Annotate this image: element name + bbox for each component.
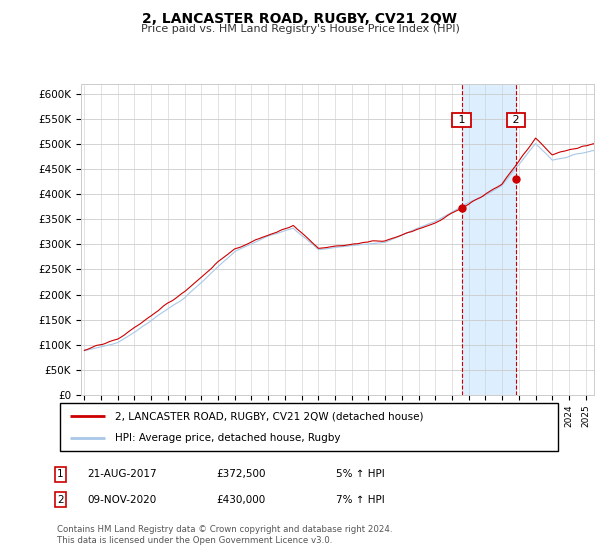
- Text: 09-NOV-2020: 09-NOV-2020: [87, 494, 156, 505]
- Text: 21-AUG-2017: 21-AUG-2017: [87, 469, 157, 479]
- Text: 1: 1: [455, 115, 469, 125]
- Text: 2, LANCASTER ROAD, RUGBY, CV21 2QW (detached house): 2, LANCASTER ROAD, RUGBY, CV21 2QW (deta…: [115, 411, 423, 421]
- Text: 2, LANCASTER ROAD, RUGBY, CV21 2QW: 2, LANCASTER ROAD, RUGBY, CV21 2QW: [143, 12, 458, 26]
- Bar: [462, 84, 516, 395]
- Text: Price paid vs. HM Land Registry's House Price Index (HPI): Price paid vs. HM Land Registry's House …: [140, 24, 460, 34]
- Text: 2: 2: [57, 494, 64, 505]
- Text: HPI: Average price, detached house, Rugby: HPI: Average price, detached house, Rugb…: [115, 433, 340, 443]
- Text: 7% ↑ HPI: 7% ↑ HPI: [336, 494, 385, 505]
- FancyBboxPatch shape: [60, 403, 558, 451]
- Text: £372,500: £372,500: [216, 469, 265, 479]
- Text: Contains HM Land Registry data © Crown copyright and database right 2024.
This d: Contains HM Land Registry data © Crown c…: [57, 525, 392, 545]
- Text: 1: 1: [57, 469, 64, 479]
- Text: 2: 2: [509, 115, 523, 125]
- Text: 5% ↑ HPI: 5% ↑ HPI: [336, 469, 385, 479]
- Text: £430,000: £430,000: [216, 494, 265, 505]
